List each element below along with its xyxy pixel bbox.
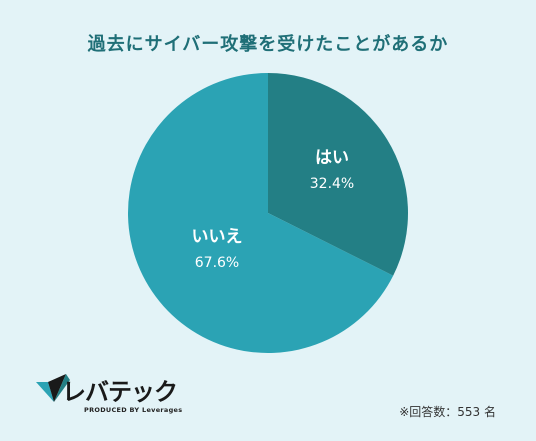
chart-title: 過去にサイバー攻撃を受けたことがあるか: [87, 34, 449, 55]
logo-tagline: PRODUCED BY Leverages: [84, 406, 183, 414]
slice-value-no: 67.6%: [194, 255, 240, 271]
logo-mark-icon: [36, 374, 70, 402]
slice-value-yes: 32.4%: [309, 176, 355, 192]
brand-logo: レバテック PRODUCED BY Leverages: [34, 372, 184, 422]
slice-category-no: いいえ: [191, 227, 243, 247]
response-count-note: ※回答数：553 名: [399, 405, 496, 419]
slice-category-yes: はい: [315, 148, 349, 168]
pie-slice-yes: [268, 73, 408, 276]
slice-label-yes: はい 32.4%: [292, 143, 372, 192]
slice-label-no: いいえ 67.6%: [172, 222, 262, 271]
pie-slice-no: [128, 73, 394, 354]
logo-name: レバテック: [62, 378, 178, 406]
